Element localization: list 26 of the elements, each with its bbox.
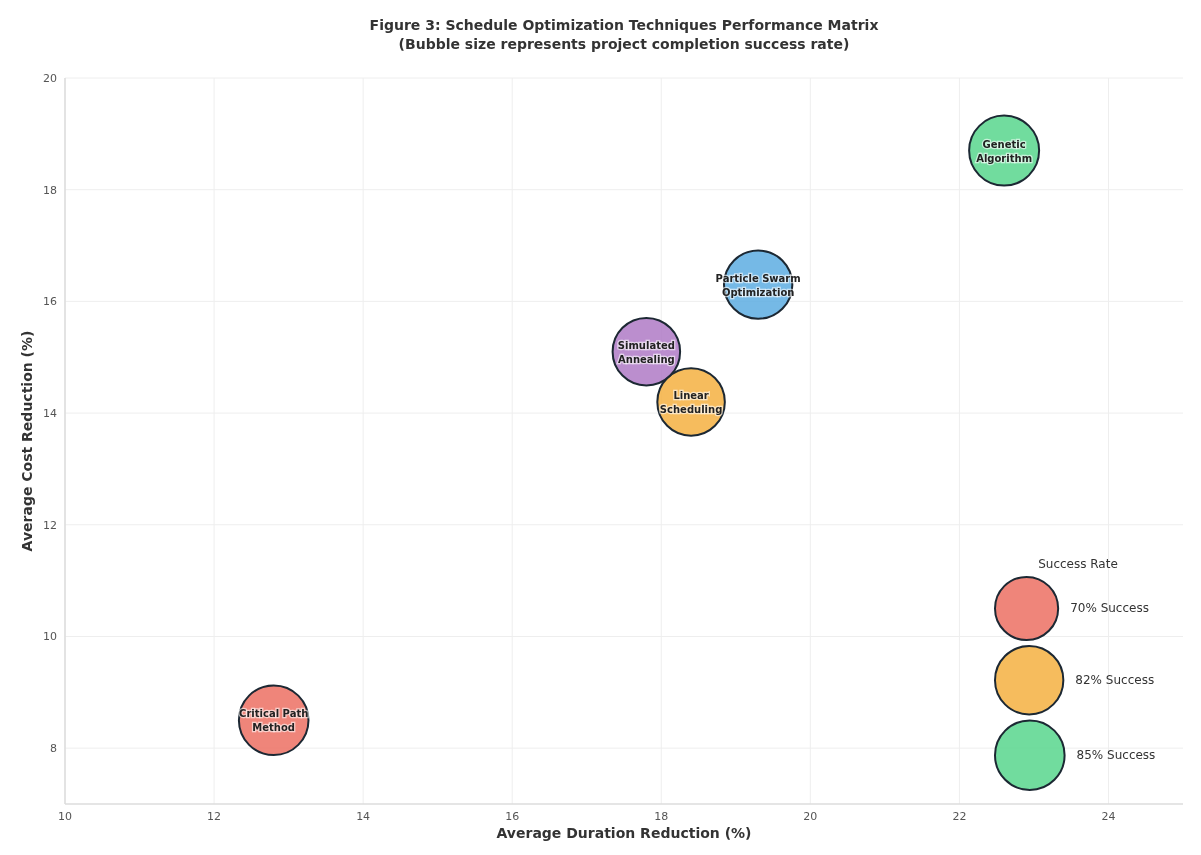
y-tick-label: 14 <box>43 407 57 421</box>
annotation: Linear Scheduling <box>659 389 723 415</box>
x-tick-label: 12 <box>207 810 222 823</box>
y-axis-title: Average Cost Reduction (%) <box>19 330 35 552</box>
x-tick-label: 14 <box>356 810 371 823</box>
legend-label: 82% Success <box>1075 673 1155 688</box>
chart-title: Figure 3: Schedule Optimization Techniques Performance Matrix <box>369 17 879 33</box>
y-tick-label: 18 <box>43 183 57 197</box>
annotation: Genetic Algorithm <box>976 138 1033 164</box>
chart-subtitle: (Bubble size represents project completion success rate) <box>398 36 850 52</box>
y-tick-label: 10 <box>43 630 57 644</box>
annotation: Simulated Annealing <box>617 339 675 365</box>
y-tick-label: 16 <box>43 295 57 309</box>
x-tick-label: 16 <box>505 810 520 823</box>
legend-label: 85% Success <box>1076 748 1156 763</box>
x-tick-label: 10 <box>58 810 72 823</box>
x-tick-label: 24 <box>1101 810 1116 823</box>
legend-label: 70% Success <box>1070 601 1149 616</box>
y-tick-label: 20 <box>43 72 57 85</box>
x-tick-label: 20 <box>803 810 818 823</box>
y-tick-label: 8 <box>50 742 57 756</box>
y-tick-label: 12 <box>43 518 57 532</box>
x-axis-title: Average Duration Reduction (%) <box>496 825 752 841</box>
legend-title: Success Rate <box>1038 556 1118 571</box>
x-tick-label: 22 <box>952 810 967 823</box>
x-tick-label: 18 <box>654 810 669 823</box>
